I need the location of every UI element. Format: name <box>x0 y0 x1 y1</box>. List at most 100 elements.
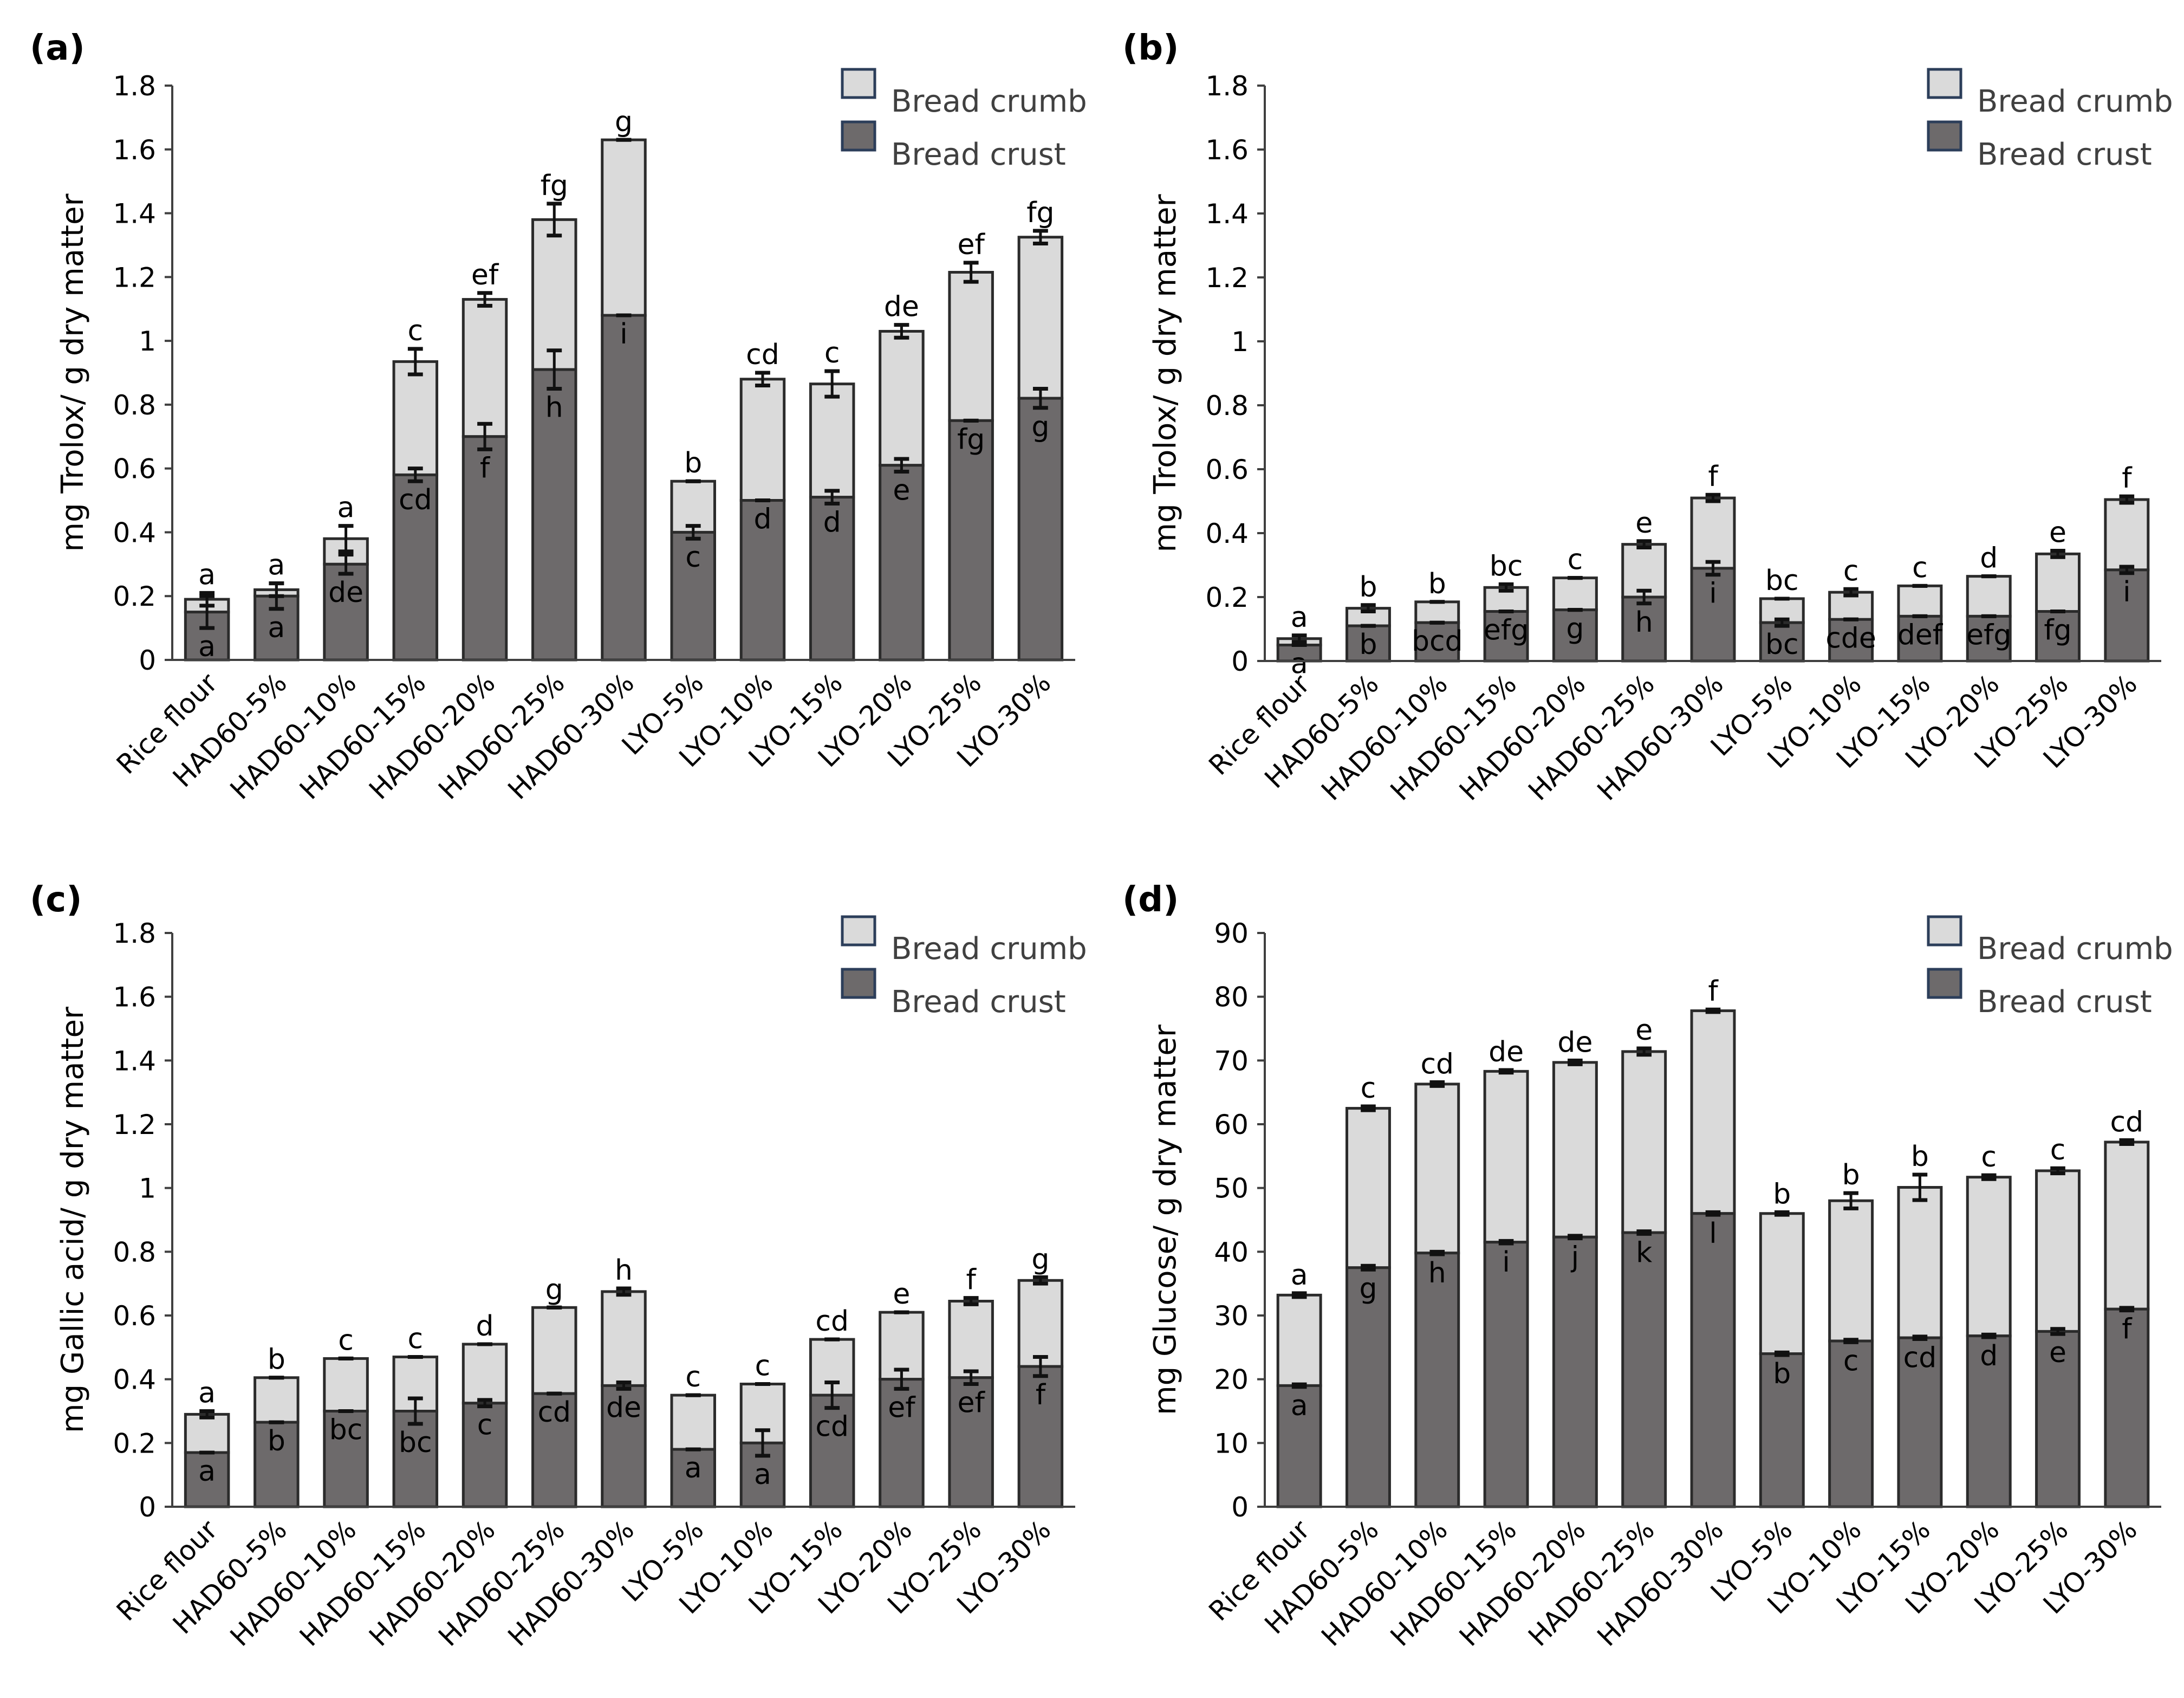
letter-crumb: e <box>2049 516 2066 549</box>
legend-label-crumb: Bread crumb <box>891 931 1087 967</box>
legend-label-crust: Bread crust <box>1977 984 2152 1020</box>
letter-crust: d <box>823 506 841 539</box>
letter-crust: cd <box>1903 1342 1937 1375</box>
letter-crumb: ef <box>471 259 499 291</box>
letter-crust: a <box>1291 1390 1308 1422</box>
y-tick-label: 1.4 <box>113 1045 156 1077</box>
letter-crumb: cd <box>746 339 779 371</box>
letter-crust: efg <box>1484 614 1529 647</box>
letter-crust: a <box>685 1452 702 1485</box>
legend-swatch-crumb <box>841 68 876 99</box>
bar-crust <box>1414 1252 1460 1508</box>
letter-crumb: b <box>1773 1178 1791 1210</box>
letter-crust: ef <box>957 1386 985 1419</box>
letter-crust: i <box>2123 576 2130 608</box>
letter-crumb: e <box>1635 1014 1653 1047</box>
letter-crumb: c <box>824 337 840 370</box>
y-tick-label: 0.2 <box>113 1428 156 1459</box>
legend-label-crust: Bread crust <box>891 984 1066 1020</box>
y-tick-label: 1 <box>139 326 156 357</box>
y-tick-label: 0.8 <box>1205 390 1249 422</box>
legend-label-crumb: Bread crumb <box>891 84 1087 119</box>
bar-crumb <box>323 1357 369 1413</box>
bar-crust <box>948 1376 994 1508</box>
bar-crumb <box>948 271 994 422</box>
letter-crust: bcd <box>1412 625 1463 658</box>
y-tick-label: 0.2 <box>1205 582 1249 613</box>
letter-crust: h <box>1635 606 1653 639</box>
letter-crust: de <box>606 1391 641 1424</box>
y-axis-title: mg Trolox/ g dry matter <box>1148 194 1183 553</box>
letter-crumb: a <box>198 1377 216 1410</box>
bar-crumb <box>2104 1140 2150 1311</box>
y-tick-label: 1.4 <box>1205 198 1249 230</box>
bar-crumb <box>1552 1061 1598 1239</box>
letter-crumb: c <box>685 1361 701 1394</box>
panel-label: (b) <box>1122 28 1179 68</box>
y-tick-label: 1.8 <box>113 918 156 949</box>
letter-crust: i <box>620 318 627 351</box>
bar-crumb <box>461 298 508 438</box>
bar-crust <box>948 419 994 662</box>
y-tick-label: 0 <box>139 645 156 676</box>
y-tick-label: 1 <box>139 1173 156 1204</box>
bar-crumb <box>809 383 855 499</box>
letter-crumb: fg <box>541 170 568 202</box>
letter-crust: g <box>1566 613 1584 645</box>
letter-crust: c <box>477 1409 493 1442</box>
y-tick-label: 90 <box>1214 918 1249 949</box>
letter-crumb: de <box>884 291 919 323</box>
letter-crust: de <box>328 576 363 609</box>
letter-crust: i <box>1709 578 1717 610</box>
bar-crumb <box>461 1343 508 1405</box>
letter-crust: j <box>1571 1241 1579 1274</box>
letter-crumb: g <box>545 1273 563 1306</box>
y-tick-label: 70 <box>1214 1045 1249 1077</box>
letter-crust: a <box>198 1455 216 1488</box>
letter-crumb: cd <box>1420 1048 1454 1080</box>
letter-crust: g <box>1359 1272 1377 1305</box>
bar-crumb <box>1966 1176 2012 1338</box>
letter-crust: c <box>1843 1345 1859 1377</box>
letter-crumb: f <box>966 1264 977 1297</box>
bar-crumb <box>2035 552 2081 613</box>
letter-crust: d <box>753 503 771 536</box>
legend-swatch-crumb <box>1927 68 1962 99</box>
y-tick-label: 0.6 <box>1205 454 1249 485</box>
bar-crumb <box>1897 584 1943 618</box>
y-tick-label: 30 <box>1214 1300 1249 1332</box>
bar-crumb <box>2104 498 2150 572</box>
legend-label-crumb: Bread crumb <box>1977 84 2173 119</box>
letter-crust: cd <box>537 1396 571 1429</box>
bar-crust <box>1828 618 1874 663</box>
letter-crumb: g <box>1031 1243 1049 1275</box>
letter-crumb: b <box>1911 1140 1929 1173</box>
bar-crust <box>601 314 647 662</box>
letter-crumb: c <box>755 1350 771 1382</box>
letter-crumb: c <box>2050 1134 2066 1166</box>
y-tick-label: 0.8 <box>113 390 156 421</box>
letter-crust: efg <box>1966 619 2011 651</box>
letter-crust: k <box>1636 1236 1652 1269</box>
y-axis-title: mg Trolox/ g dry matter <box>55 193 90 552</box>
letter-crust: cd <box>815 1411 849 1443</box>
y-tick-label: 0.8 <box>113 1236 156 1268</box>
bar-crumb <box>1483 586 1529 613</box>
y-tick-label: 1.6 <box>113 982 156 1013</box>
bar-crumb <box>1966 575 2012 618</box>
y-tick-label: 0 <box>1231 1492 1249 1523</box>
y-tick-label: 1 <box>1231 326 1249 358</box>
bar-crust <box>392 473 439 662</box>
bar-crust <box>1690 1212 1736 1508</box>
letter-crumb: bc <box>1765 565 1799 597</box>
y-tick-label: 0.2 <box>113 581 156 612</box>
y-tick-label: 0.6 <box>113 1300 156 1332</box>
letter-crust: h <box>1428 1257 1446 1289</box>
bar-crust <box>1966 614 2012 663</box>
y-tick-label: 1.6 <box>1205 134 1249 166</box>
letter-crust: b <box>268 1425 285 1457</box>
y-tick-label: 80 <box>1214 982 1249 1013</box>
bar-crumb <box>1345 1107 1391 1269</box>
bar-crust <box>1621 1231 1667 1508</box>
legend-label-crust: Bread crust <box>1977 137 2152 172</box>
